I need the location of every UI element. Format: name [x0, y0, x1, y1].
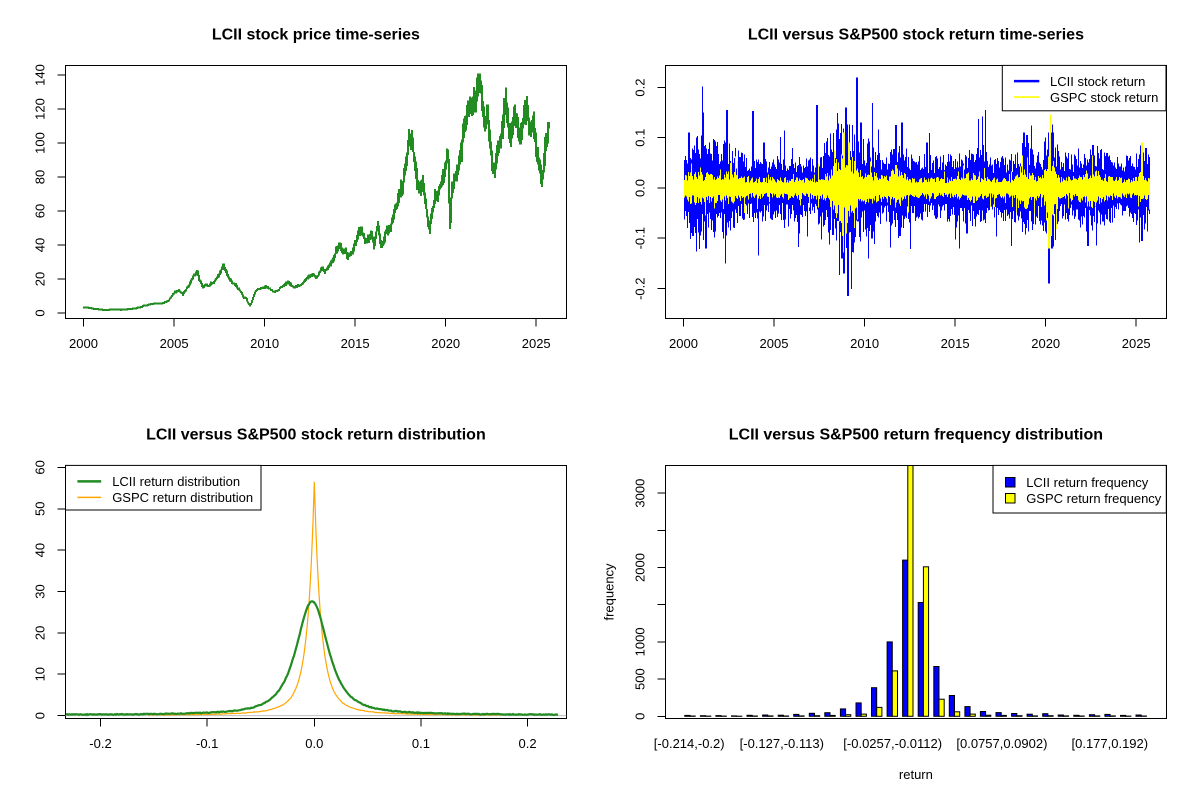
svg-text:2000: 2000	[633, 553, 648, 582]
svg-text:return: return	[899, 767, 933, 782]
svg-text:2015: 2015	[341, 336, 370, 351]
svg-text:40: 40	[33, 543, 48, 557]
svg-text:1000: 1000	[633, 627, 648, 656]
svg-text:2005: 2005	[160, 336, 189, 351]
svg-text:30: 30	[33, 584, 48, 598]
svg-text:0: 0	[33, 309, 48, 316]
svg-text:-0.2: -0.2	[89, 736, 111, 751]
svg-text:2010: 2010	[850, 336, 879, 351]
svg-text:LCII stock return: LCII stock return	[1050, 74, 1145, 89]
svg-text:0: 0	[633, 713, 648, 720]
svg-text:0.0: 0.0	[305, 736, 323, 751]
svg-text:80: 80	[33, 170, 48, 184]
svg-text:50: 50	[33, 502, 48, 516]
svg-text:-0.2: -0.2	[633, 277, 648, 299]
svg-text:10: 10	[33, 667, 48, 681]
svg-text:2020: 2020	[1031, 336, 1060, 351]
svg-text:LCII return frequency: LCII return frequency	[1026, 475, 1149, 490]
svg-text:0.2: 0.2	[519, 736, 537, 751]
svg-text:2005: 2005	[760, 336, 789, 351]
svg-text:LCII versus S&P500 stock retur: LCII versus S&P500 stock return distribu…	[146, 427, 486, 444]
svg-text:0.1: 0.1	[633, 129, 648, 147]
svg-text:40: 40	[33, 238, 48, 252]
svg-text:2025: 2025	[1122, 336, 1151, 351]
svg-text:2020: 2020	[431, 336, 460, 351]
svg-text:[-0.0257,-0.0112): [-0.0257,-0.0112)	[843, 736, 942, 751]
svg-text:LCII versus S&P500 stock retur: LCII versus S&P500 stock return time-ser…	[748, 27, 1084, 44]
svg-text:[0.177,0.192): [0.177,0.192)	[1071, 736, 1148, 751]
svg-text:60: 60	[33, 460, 48, 474]
svg-text:2025: 2025	[522, 336, 551, 351]
svg-text:GSPC stock return: GSPC stock return	[1050, 90, 1158, 105]
svg-text:2015: 2015	[941, 336, 970, 351]
svg-text:500: 500	[633, 668, 648, 690]
svg-text:120: 120	[33, 98, 48, 120]
svg-text:0.2: 0.2	[633, 79, 648, 97]
svg-text:3000: 3000	[633, 479, 648, 508]
svg-text:[0.0757,0.0902): [0.0757,0.0902)	[956, 736, 1047, 751]
svg-text:0: 0	[33, 712, 48, 719]
svg-text:-0.1: -0.1	[633, 227, 648, 249]
svg-text:2010: 2010	[250, 336, 279, 351]
svg-text:140: 140	[33, 64, 48, 86]
svg-text:LCII versus S&P500 return freq: LCII versus S&P500 return frequency dist…	[729, 427, 1103, 444]
svg-text:100: 100	[33, 132, 48, 154]
svg-text:0.0: 0.0	[633, 179, 648, 197]
svg-text:[-0.127,-0.113): [-0.127,-0.113)	[740, 736, 824, 751]
svg-text:0.1: 0.1	[412, 736, 430, 751]
svg-text:2000: 2000	[669, 336, 698, 351]
svg-text:frequency: frequency	[602, 563, 617, 621]
svg-text:20: 20	[33, 272, 48, 286]
svg-text:GSPC return distribution: GSPC return distribution	[112, 490, 253, 505]
svg-text:-0.1: -0.1	[196, 736, 218, 751]
svg-text:GSPC return frequency: GSPC return frequency	[1026, 491, 1162, 506]
svg-text:2000: 2000	[69, 336, 98, 351]
svg-text:60: 60	[33, 204, 48, 218]
svg-text:20: 20	[33, 626, 48, 640]
svg-text:[-0.214,-0.2): [-0.214,-0.2)	[654, 736, 725, 751]
svg-text:LCII return distribution: LCII return distribution	[112, 474, 240, 489]
svg-text:LCII stock price time-series: LCII stock price time-series	[212, 27, 420, 44]
